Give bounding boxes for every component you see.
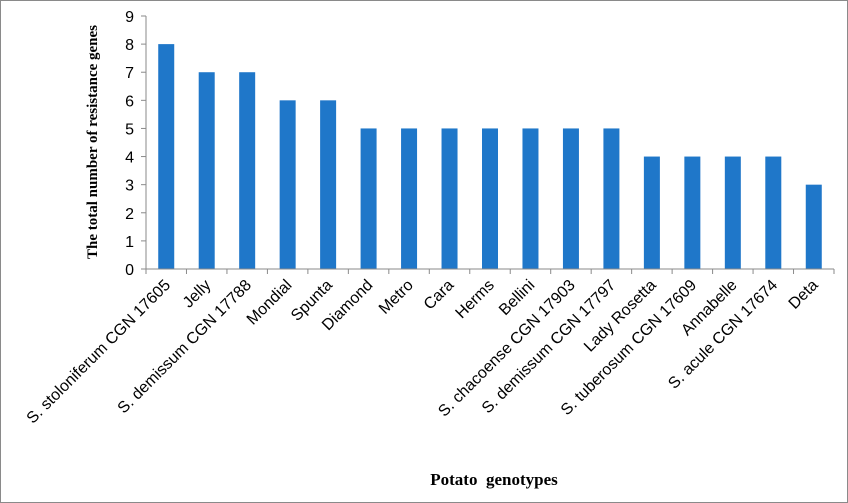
bar xyxy=(724,156,741,269)
x-tick-label: Herms xyxy=(452,277,497,322)
y-axis-title: The total number of resistance genes xyxy=(85,25,101,259)
y-tick-label: 1 xyxy=(125,234,134,251)
y-tick-label: 5 xyxy=(125,121,134,138)
bar xyxy=(603,128,620,269)
bars xyxy=(158,44,822,269)
y-tick-label: 6 xyxy=(125,93,134,110)
bar xyxy=(765,156,782,269)
bar xyxy=(684,156,701,269)
bar xyxy=(360,128,377,269)
bar xyxy=(482,128,498,269)
x-tick-label: Metro xyxy=(376,277,417,318)
y-tick-label: 8 xyxy=(125,37,134,54)
x-tick-label: Mondial xyxy=(244,277,296,329)
y-tick-label: 2 xyxy=(125,206,134,223)
y-tick-label: 0 xyxy=(125,262,134,279)
bar xyxy=(239,72,256,269)
bar xyxy=(562,128,579,269)
x-tick-label: S. stoloniferum CGN 17605 xyxy=(24,277,174,427)
bar xyxy=(441,128,458,269)
y-tick-label: 4 xyxy=(125,150,134,167)
x-tick-label: Cara xyxy=(421,277,458,314)
bar xyxy=(805,184,822,269)
bar xyxy=(401,128,418,269)
bar xyxy=(198,72,215,269)
y-tick-label: 7 xyxy=(125,65,134,82)
bar xyxy=(320,100,337,269)
bar xyxy=(643,156,660,269)
bar xyxy=(279,100,296,269)
bar xyxy=(158,44,175,269)
x-tick-label: Jelly xyxy=(180,277,215,312)
y-tick-label: 3 xyxy=(125,178,134,195)
bar xyxy=(522,128,539,269)
y-tick-label: 9 xyxy=(125,9,134,26)
x-axis-title: Potato genotypes xyxy=(430,470,558,489)
y-axis-ticks: 0 1 2 3 4 5 6 7 8 9 xyxy=(125,9,146,279)
x-tick-label: Deta xyxy=(786,277,822,313)
